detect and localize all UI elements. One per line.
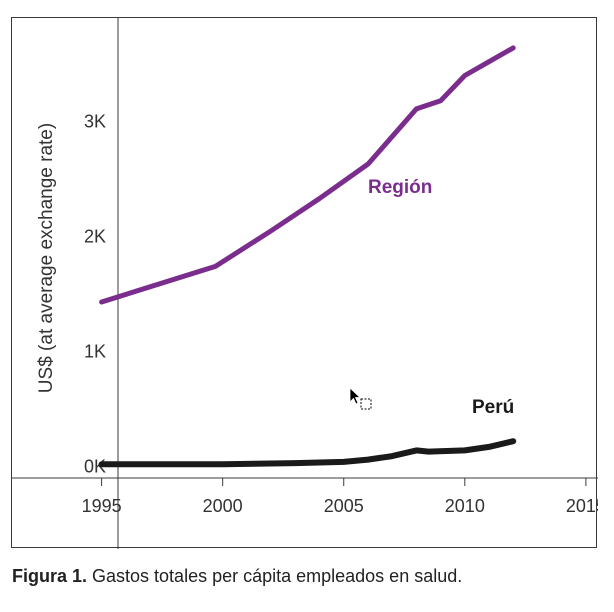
y-axis-title: US$ (at average exchange rate)	[36, 123, 57, 393]
series-line-region	[99, 45, 516, 305]
y-tick-label: 1K	[84, 342, 106, 362]
x-tick-label: 2010	[445, 496, 485, 516]
x-tick-label: 1995	[82, 496, 122, 516]
x-tick-label: 2005	[324, 496, 364, 516]
y-tick-label: 2K	[84, 227, 106, 247]
mouse-pointer-icon	[349, 387, 372, 410]
series-line-peru	[98, 438, 517, 468]
x-tick-label: 2000	[203, 496, 243, 516]
series-label-region: Región	[368, 177, 432, 198]
figure-caption: Figura 1. Gastos totales per cápita empl…	[12, 566, 462, 587]
y-tick-label: 3K	[84, 112, 106, 132]
caption-label: Figura 1.	[12, 566, 88, 586]
caption-text: Gastos totales per cápita empleados en s…	[87, 566, 463, 586]
x-tick-label: 2015	[566, 496, 598, 516]
x-axis-ticks: 1995 2000 2005 2010 2015	[82, 478, 598, 516]
series-label-peru: Perú	[472, 397, 514, 418]
series-layer: Región Perú	[98, 45, 517, 468]
